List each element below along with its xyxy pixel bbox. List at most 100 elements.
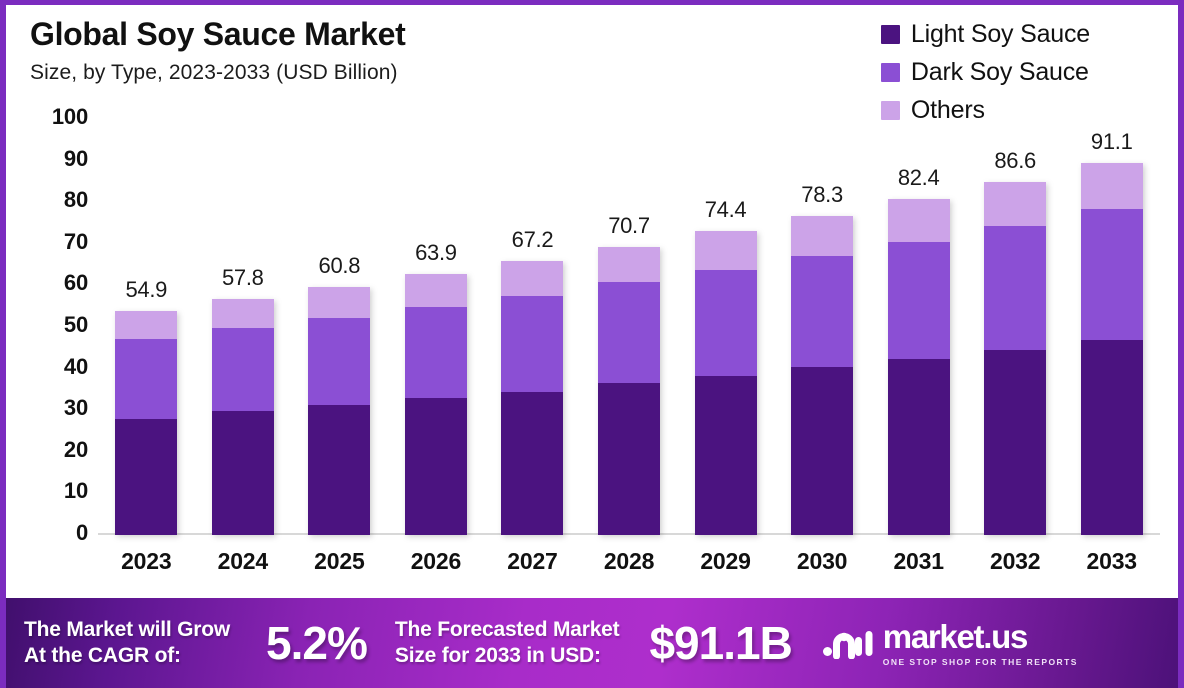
bar-segment[interactable] xyxy=(984,181,1047,226)
x-axis-labels: 2023 2024 2025 2026 2027 2028 2029 2030 2031 2032… xyxy=(98,548,1160,588)
stacked-bar[interactable] xyxy=(694,231,757,535)
stacked-bar[interactable] xyxy=(501,260,564,535)
legend-swatch-icon xyxy=(880,100,900,120)
bar-segment[interactable] xyxy=(887,358,950,535)
bar-segment[interactable] xyxy=(791,215,854,256)
stacked-bar[interactable] xyxy=(404,274,467,535)
market-us-logo-mark-icon xyxy=(822,623,874,664)
stacked-bar[interactable] xyxy=(1080,163,1143,535)
bar-segment[interactable] xyxy=(984,225,1047,350)
x-axis-tick-label: 2028 xyxy=(603,548,655,574)
cagr-caption-line1: The Market will Grow xyxy=(24,618,231,642)
y-axis-tick-label: 100 xyxy=(51,104,88,129)
bar-value-label: 74.4 xyxy=(704,197,747,223)
bar-segment[interactable] xyxy=(308,286,371,319)
chart-header: Global Soy Sauce Market Size, by Type, 2… xyxy=(30,16,730,85)
bar-segment[interactable] xyxy=(501,260,564,296)
bar-segment[interactable] xyxy=(211,410,274,535)
y-axis-tick-label: 0 xyxy=(75,520,88,545)
forecast-value: $91.1B xyxy=(649,617,792,669)
bar-segment[interactable] xyxy=(308,405,371,535)
x-axis-tick-label: 2026 xyxy=(410,548,462,574)
legend-item[interactable]: Light Soy Sauce xyxy=(880,15,1090,53)
legend-swatch-icon xyxy=(880,24,900,44)
bar-segment[interactable] xyxy=(211,299,274,329)
bar-segment[interactable] xyxy=(501,391,564,535)
cagr-caption-line2: At the CAGR of: xyxy=(24,644,181,667)
bar-segment[interactable] xyxy=(211,328,274,411)
bar-segment[interactable] xyxy=(694,269,757,376)
bar-segment[interactable] xyxy=(887,241,950,359)
bar-segment[interactable] xyxy=(984,349,1047,535)
bar-segment[interactable] xyxy=(887,198,950,242)
y-axis-tick-label: 40 xyxy=(63,353,88,379)
market-us-logo[interactable]: market.us ONE STOP SHOP FOR THE REPORTS xyxy=(822,620,1078,667)
y-axis-tick-label: 70 xyxy=(63,228,88,254)
x-axis-tick-label: 2024 xyxy=(217,548,269,574)
stacked-bar[interactable] xyxy=(211,299,274,535)
page-title: Global Soy Sauce Market xyxy=(30,16,406,52)
x-axis-tick-label: 2032 xyxy=(989,548,1041,574)
chart-legend: Light Soy Sauce Dark Soy Sauce Others xyxy=(880,15,1090,129)
bar-series-container: 54.9 57.8 60.8 63.9 67.2 70.7 74.4 78.3 82.4 86.6… xyxy=(98,125,1160,535)
bar-segment[interactable] xyxy=(1080,339,1143,535)
bar-segment[interactable] xyxy=(791,366,854,535)
bar-value-label: 91.1 xyxy=(1090,129,1133,155)
bar-value-label: 57.8 xyxy=(222,265,264,291)
chart-plot-area: 100 90 80 70 60 50 40 30 20 10 0 54.9 57.8 60.8 63.9 6… xyxy=(6,5,1178,605)
y-axis-tick-label: 10 xyxy=(63,478,88,504)
forecast-caption-line1: The Forecasted Market xyxy=(394,618,620,642)
forecast-caption: The Forecasted Market Size for 2033 in U… xyxy=(395,617,620,668)
bar-segment[interactable] xyxy=(1080,208,1143,340)
bar-segment[interactable] xyxy=(115,311,178,339)
y-axis-tick-label: 30 xyxy=(63,395,88,421)
stacked-bar[interactable] xyxy=(308,286,371,535)
bar-segment[interactable] xyxy=(694,375,757,535)
stacked-bar[interactable] xyxy=(598,246,660,535)
bar-value-label: 60.8 xyxy=(318,252,361,278)
legend-item[interactable]: Dark Soy Sauce xyxy=(880,53,1090,91)
y-axis-tick-label: 50 xyxy=(63,312,88,337)
stacked-bar[interactable] xyxy=(115,311,178,535)
bar-value-label: 67.2 xyxy=(511,226,554,252)
legend-item-label: Dark Soy Sauce xyxy=(910,57,1089,86)
bar-segment[interactable] xyxy=(115,419,178,535)
bar-value-label: 78.3 xyxy=(801,181,843,207)
legend-item[interactable]: Others xyxy=(880,91,1090,129)
bar-segment[interactable] xyxy=(598,383,660,535)
logo-name: market.us xyxy=(882,617,1029,655)
x-axis-tick-label: 2029 xyxy=(700,548,751,574)
y-axis-tick-label: 20 xyxy=(63,436,88,462)
bar-segment[interactable] xyxy=(404,274,467,308)
x-axis-tick-label: 2033 xyxy=(1086,548,1138,574)
bar-value-label: 70.7 xyxy=(608,212,650,238)
x-axis-tick-label: 2030 xyxy=(796,548,848,574)
bar-value-label: 86.6 xyxy=(994,147,1036,173)
bar-value-label: 82.4 xyxy=(897,164,940,190)
bar-segment[interactable] xyxy=(404,307,467,398)
forecast-caption-line2: Size for 2033 in USD: xyxy=(394,644,601,667)
y-axis-tick-label: 90 xyxy=(63,145,88,171)
stacked-bar[interactable] xyxy=(984,181,1047,535)
y-axis-tick-label: 80 xyxy=(63,187,88,213)
bar-value-label: 63.9 xyxy=(415,240,457,266)
bar-segment[interactable] xyxy=(501,295,564,392)
y-axis: 100 90 80 70 60 50 40 30 20 10 0 xyxy=(32,104,88,545)
legend-swatch-icon xyxy=(880,62,900,82)
bar-segment[interactable] xyxy=(598,282,660,384)
footer-banner: The Market will Grow At the CAGR of: 5.2… xyxy=(6,598,1178,688)
bar-segment[interactable] xyxy=(791,255,854,367)
legend-item-label: Light Soy Sauce xyxy=(910,19,1090,48)
bar-segment[interactable] xyxy=(308,318,371,406)
bar-segment[interactable] xyxy=(404,397,467,535)
x-axis-tick-label: 2023 xyxy=(121,548,172,574)
bar-segment[interactable] xyxy=(115,338,178,420)
y-axis-tick-label: 60 xyxy=(63,270,88,296)
x-axis-tick-label: 2027 xyxy=(507,548,558,574)
bar-segment[interactable] xyxy=(694,231,757,270)
stacked-bar[interactable] xyxy=(791,215,854,535)
bar-segment[interactable] xyxy=(1080,163,1143,209)
stacked-bar[interactable] xyxy=(887,198,950,535)
bar-segment[interactable] xyxy=(598,246,660,283)
